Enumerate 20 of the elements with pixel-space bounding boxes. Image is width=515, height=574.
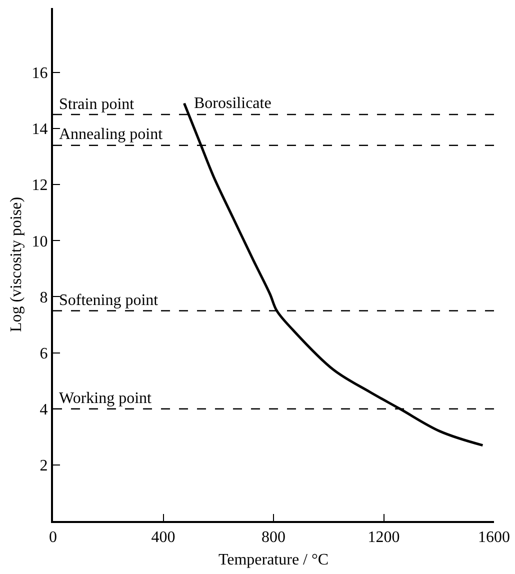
series-label: Borosilicate	[194, 95, 272, 112]
x-tick-label: 1600	[478, 529, 510, 546]
x-tick-label: 400	[151, 529, 176, 546]
y-tick-label: 10	[32, 233, 48, 250]
ref-line-label: Annealing point	[59, 126, 164, 143]
y-tick-label: 2	[40, 458, 48, 475]
y-axis-title: Log (viscosity poise)	[8, 196, 26, 332]
y-tick-label: 8	[40, 289, 48, 306]
ref-line-label: Softening point	[59, 292, 159, 309]
ref-line-label: Strain point	[59, 96, 135, 113]
ref-line-label: Working point	[59, 390, 152, 407]
y-tick-label: 16	[32, 65, 48, 82]
x-tick-label: 0	[49, 529, 57, 546]
y-tick-label: 12	[32, 177, 48, 194]
y-tick-label: 6	[40, 345, 48, 362]
y-tick-label: 14	[32, 121, 48, 138]
x-axis-title: Temperature / °C	[218, 551, 329, 568]
y-tick-label: 4	[40, 401, 48, 418]
x-tick-label: 800	[262, 529, 286, 546]
x-tick-label: 1200	[368, 529, 400, 546]
